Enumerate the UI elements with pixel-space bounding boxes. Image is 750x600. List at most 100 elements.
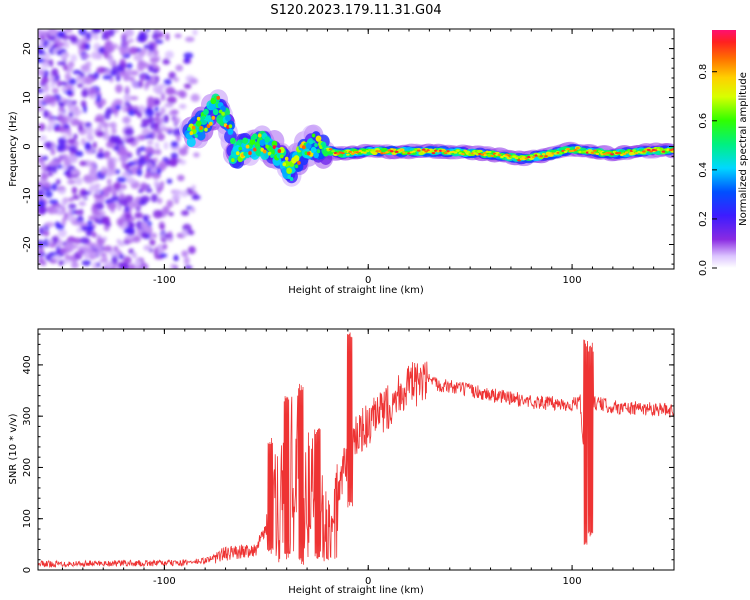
ridge-blob <box>531 155 536 159</box>
noise-speckle <box>129 76 134 82</box>
ridge-blob <box>639 151 644 154</box>
ridge-blob <box>305 142 312 150</box>
noise-speckle <box>166 96 177 104</box>
noise-speckle <box>143 244 152 251</box>
noise-speckle <box>67 138 76 145</box>
noise-speckle <box>38 188 45 197</box>
noise-speckle <box>134 212 143 219</box>
noise-speckle <box>61 86 68 92</box>
noise-speckle <box>166 199 174 208</box>
spectrogram-x-axis-label: Height of straight line (km) <box>288 285 424 296</box>
noise-speckle <box>123 227 134 234</box>
ridge-blob <box>419 151 424 154</box>
noise-speckle <box>74 209 81 215</box>
noise-speckle <box>68 117 74 122</box>
noise-speckle <box>104 186 111 192</box>
noise-speckle <box>125 176 135 184</box>
x-tick-label: 0 <box>365 275 371 286</box>
ridge-blob <box>446 150 450 153</box>
noise-speckle <box>164 103 174 108</box>
noise-speckle <box>118 193 126 200</box>
noise-speckle <box>115 74 121 82</box>
noise-speckle <box>47 239 54 244</box>
noise-speckle <box>150 76 157 85</box>
noise-speckle <box>52 164 58 174</box>
noise-speckle <box>124 205 130 213</box>
ridge-blob <box>390 150 394 153</box>
noise-speckle <box>57 137 67 146</box>
noise-speckle <box>105 141 113 148</box>
noise-speckle <box>64 40 70 49</box>
noise-speckle <box>141 128 151 136</box>
noise-speckle <box>81 225 87 231</box>
noise-speckle <box>136 168 143 177</box>
noise-speckle <box>176 134 181 142</box>
colorbar-ticks: 0.0 0.2 0.4 0.6 0.8 <box>698 64 717 276</box>
noise-speckle <box>89 184 98 191</box>
noise-speckle <box>68 255 74 262</box>
noise-speckle <box>128 46 139 55</box>
noise-speckle <box>61 153 69 162</box>
noise-speckle <box>139 155 146 161</box>
noise-speckle <box>40 77 50 84</box>
noise-speckle <box>38 123 46 131</box>
ridge-blob <box>392 148 397 151</box>
noise-speckle <box>111 127 117 135</box>
ridge-blob <box>271 140 278 147</box>
noise-speckle <box>128 263 136 269</box>
noise-speckle <box>79 160 87 167</box>
ridge-blob <box>227 128 234 135</box>
ridge-blob <box>331 150 335 153</box>
ridge-blob <box>284 156 289 161</box>
ridge-blob <box>598 150 602 153</box>
noise-speckle <box>96 238 105 246</box>
noise-speckle <box>40 173 49 181</box>
noise-speckle <box>124 127 134 137</box>
ridge-blob <box>612 150 617 154</box>
noise-speckle <box>42 39 49 49</box>
noise-speckle <box>138 199 147 206</box>
noise-speckle <box>92 94 98 99</box>
noise-speckle <box>183 52 194 59</box>
noise-speckle <box>178 147 188 156</box>
noise-speckle <box>118 154 129 163</box>
noise-speckle <box>193 152 200 158</box>
noise-speckle <box>145 29 150 33</box>
noise-speckle <box>168 71 176 80</box>
noise-speckle <box>46 42 52 49</box>
y-tick-label: -20 <box>22 236 33 252</box>
noise-speckle <box>44 190 53 198</box>
noise-speckle <box>161 92 166 102</box>
y-tick-label: 100 <box>22 509 33 528</box>
noise-speckle <box>113 245 119 252</box>
noise-speckle <box>118 253 124 260</box>
noise-speckle <box>126 62 133 69</box>
ridge-blob <box>394 150 399 153</box>
noise-speckle <box>51 207 59 214</box>
noise-speckle <box>41 61 50 69</box>
noise-speckle <box>56 224 65 231</box>
noise-speckle <box>165 32 170 42</box>
noise-speckle <box>147 140 154 145</box>
ridge-blob <box>316 149 321 154</box>
noise-speckle <box>144 146 154 155</box>
ridge-blob <box>282 162 287 167</box>
ridge-blob <box>566 147 570 151</box>
y-tick-label: 0 <box>22 143 33 149</box>
noise-speckle <box>78 201 87 207</box>
noise-speckle <box>143 44 150 49</box>
noise-speckle <box>94 117 102 123</box>
noise-speckle <box>156 133 165 141</box>
noise-speckle <box>54 37 62 44</box>
ridge-blob <box>517 159 521 162</box>
noise-speckle <box>81 89 89 98</box>
ridge-blob <box>204 127 208 132</box>
noise-speckle <box>63 64 68 72</box>
noise-speckle <box>103 150 109 159</box>
noise-speckle <box>114 98 124 106</box>
noise-speckle <box>134 259 142 267</box>
noise-speckle <box>118 146 128 156</box>
noise-speckle <box>95 130 105 138</box>
ridge-blob <box>416 149 421 152</box>
